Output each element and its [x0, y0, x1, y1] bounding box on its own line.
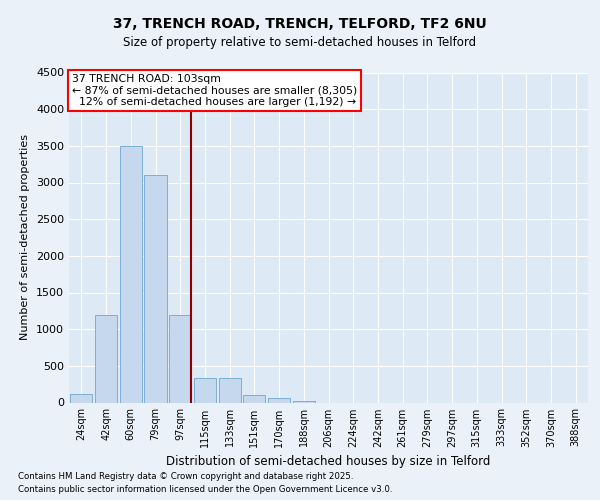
Bar [243, 395, 265, 402]
Bar [218, 378, 241, 402]
Bar [119, 146, 142, 403]
Bar [293, 400, 315, 402]
Bar [145, 175, 167, 402]
Text: Contains HM Land Registry data © Crown copyright and database right 2025.: Contains HM Land Registry data © Crown c… [18, 472, 353, 481]
Bar [268, 398, 290, 402]
Bar [169, 314, 191, 402]
Bar [194, 378, 216, 402]
Text: Size of property relative to semi-detached houses in Telford: Size of property relative to semi-detach… [124, 36, 476, 49]
X-axis label: Distribution of semi-detached houses by size in Telford: Distribution of semi-detached houses by … [166, 455, 491, 468]
Text: 37 TRENCH ROAD: 103sqm
← 87% of semi-detached houses are smaller (8,305)
  12% o: 37 TRENCH ROAD: 103sqm ← 87% of semi-det… [71, 74, 357, 108]
Text: Contains public sector information licensed under the Open Government Licence v3: Contains public sector information licen… [18, 485, 392, 494]
Bar [70, 394, 92, 402]
Bar [95, 314, 117, 402]
Y-axis label: Number of semi-detached properties: Number of semi-detached properties [20, 134, 31, 340]
Text: 37, TRENCH ROAD, TRENCH, TELFORD, TF2 6NU: 37, TRENCH ROAD, TRENCH, TELFORD, TF2 6N… [113, 18, 487, 32]
